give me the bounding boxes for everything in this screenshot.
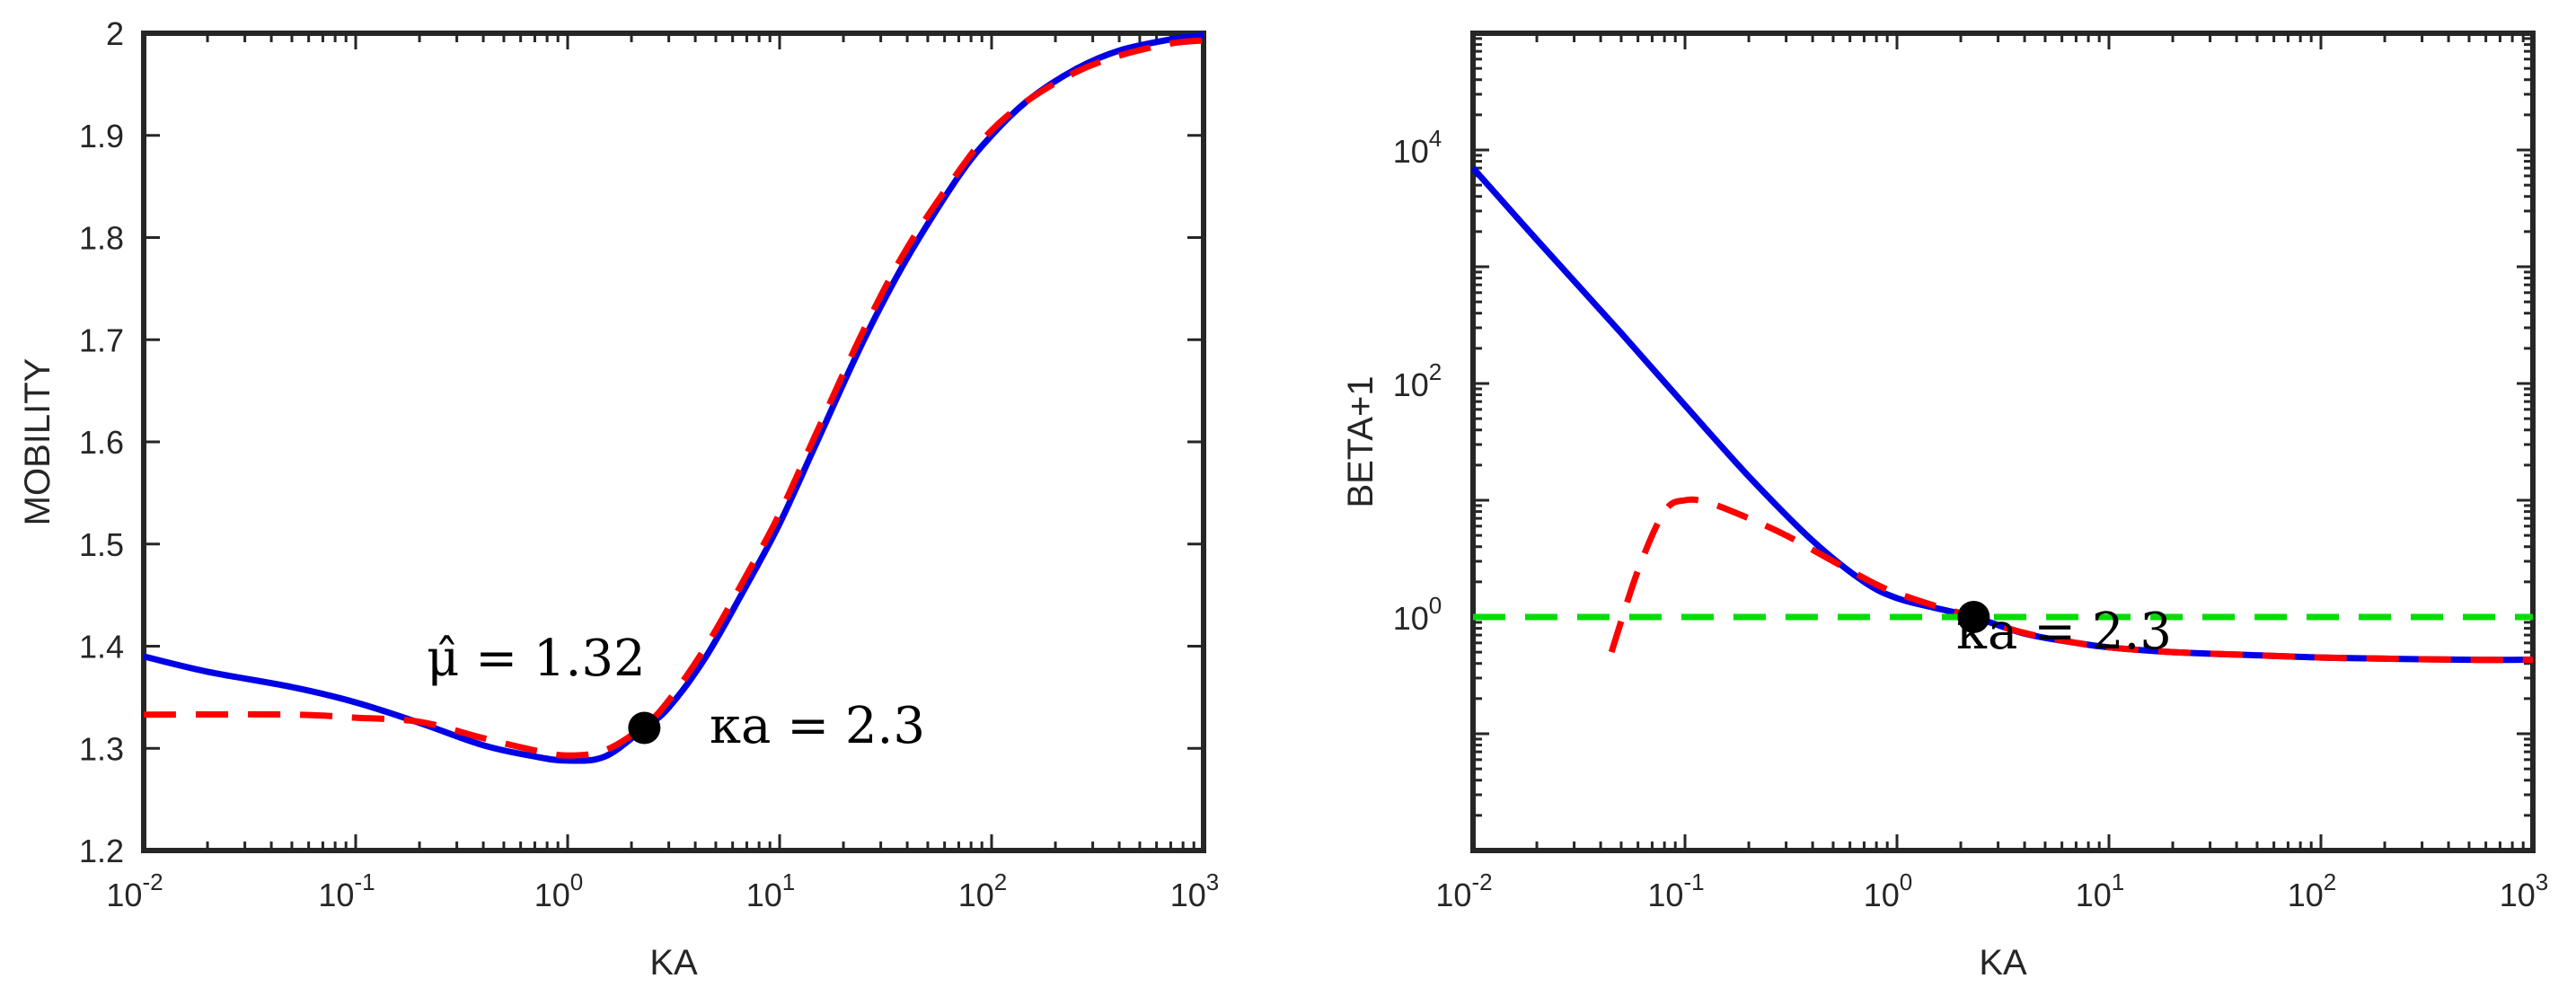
- mobility-annotation-ka: κa = 2.3: [710, 697, 925, 755]
- mobility-xtick-label: 10-1: [318, 868, 375, 913]
- beta-xtick-label: 102: [2288, 868, 2337, 913]
- mobility-xtick-label: 101: [746, 868, 796, 913]
- mobility-xtick-label: 100: [534, 868, 584, 913]
- mobility-series: [143, 31, 1204, 764]
- mobility-xtick-label: 103: [1170, 868, 1220, 913]
- beta-ylabel: BETA+1: [1341, 375, 1381, 507]
- mobility-xtick-label: 10-2: [106, 868, 163, 913]
- mobility-tick-labels: 10-2 10-1 100 101 102 103 1.2 1.3 1.4 1.5 1.6 1.7 1.…: [79, 15, 1219, 913]
- mobility-ytick-label: 1.3: [79, 730, 124, 767]
- beta-series: [1470, 165, 2534, 664]
- mobility-ytick-label: 1.5: [79, 526, 124, 563]
- mobility-ytick-label: 1.9: [79, 118, 124, 154]
- mobility-annotation-mu: μ̂ = 1.32: [427, 630, 646, 688]
- beta-ytick-label: 104: [1393, 125, 1442, 170]
- beta-xlabel: KA: [1979, 943, 2027, 983]
- beta-ytick-label: 102: [1393, 358, 1442, 403]
- mobility-xlabel: KA: [649, 943, 698, 983]
- mobility-ytick-label: 2: [106, 15, 124, 52]
- beta-ytick-label: 100: [1393, 592, 1442, 637]
- beta-annotation-ka: κa = 2.3: [1956, 603, 2172, 661]
- mobility-highlight-marker: [628, 711, 661, 745]
- mobility-ticks: [142, 31, 1205, 852]
- beta-xtick-label: 10-2: [1435, 868, 1492, 913]
- mobility-series-solid-blue: [143, 31, 1204, 764]
- beta-axes-frame: [1470, 31, 2536, 853]
- beta-highlight-marker: [1957, 601, 1990, 633]
- mobility-panel: 10-2 10-1 100 101 102 103 1.2 1.3 1.4 1.5 1.6 1.7 1.…: [18, 15, 1219, 983]
- beta-ticks: [1471, 31, 2535, 852]
- beta-xtick-label: 100: [1864, 868, 1913, 913]
- mobility-ylabel: MOBILITY: [18, 358, 57, 526]
- beta-tick-labels: 10-2 10-1 100 101 102 103 100 102 104: [1393, 125, 2549, 913]
- mobility-ytick-label: 1.8: [79, 220, 124, 257]
- mobility-ytick-label: 1.6: [79, 424, 124, 461]
- beta-series-dashed-red: [1608, 496, 2534, 664]
- mobility-axes-frame: [141, 31, 1206, 853]
- mobility-ytick-label: 1.4: [79, 629, 124, 665]
- beta-xtick-label: 103: [2500, 868, 2549, 913]
- mobility-series-dashed-red: [143, 37, 1204, 759]
- mobility-ytick-label: 1.2: [79, 833, 124, 869]
- mobility-ytick-label: 1.7: [79, 322, 124, 358]
- beta-xtick-label: 101: [2076, 868, 2125, 913]
- beta-xtick-label: 10-1: [1647, 868, 1704, 913]
- mobility-xtick-label: 102: [958, 868, 1008, 913]
